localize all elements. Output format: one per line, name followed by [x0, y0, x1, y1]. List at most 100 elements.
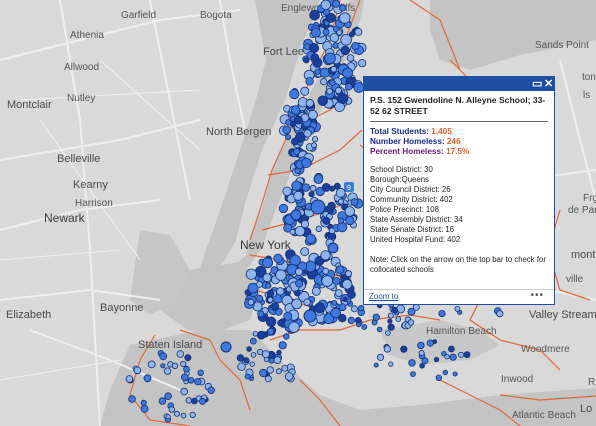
school-marker[interactable]: [180, 412, 187, 419]
school-marker[interactable]: [143, 374, 152, 383]
school-marker[interactable]: [387, 318, 393, 324]
school-marker[interactable]: [496, 310, 504, 318]
school-marker[interactable]: [278, 341, 287, 350]
school-marker[interactable]: [309, 43, 320, 54]
school-marker[interactable]: [198, 397, 206, 405]
school-marker[interactable]: [458, 351, 465, 358]
school-marker[interactable]: [284, 372, 294, 381]
school-marker[interactable]: [327, 242, 339, 254]
school-marker[interactable]: [273, 356, 282, 365]
school-marker[interactable]: [164, 392, 172, 401]
school-marker[interactable]: [325, 12, 336, 23]
school-marker[interactable]: [295, 267, 304, 276]
school-marker[interactable]: [290, 209, 302, 221]
school-marker[interactable]: [160, 363, 166, 369]
school-marker[interactable]: [400, 345, 408, 353]
school-marker[interactable]: [441, 351, 447, 357]
maximize-icon[interactable]: ▭: [532, 78, 543, 90]
school-marker[interactable]: [249, 337, 257, 345]
school-marker[interactable]: [388, 361, 394, 367]
school-marker[interactable]: [336, 29, 343, 36]
school-marker[interactable]: [334, 289, 343, 298]
school-marker[interactable]: [335, 265, 345, 274]
school-marker[interactable]: [334, 87, 342, 95]
school-marker[interactable]: [310, 27, 321, 38]
school-marker[interactable]: [435, 374, 442, 381]
school-marker[interactable]: [330, 65, 338, 73]
school-marker[interactable]: [320, 250, 331, 261]
school-marker[interactable]: [408, 359, 416, 367]
school-marker[interactable]: [337, 198, 344, 205]
school-marker[interactable]: [336, 221, 348, 233]
school-marker[interactable]: [181, 373, 189, 382]
school-marker[interactable]: [426, 339, 434, 347]
school-marker[interactable]: [294, 225, 306, 237]
school-marker[interactable]: [185, 397, 192, 404]
school-marker[interactable]: [285, 119, 292, 126]
school-marker[interactable]: [308, 191, 315, 198]
school-marker[interactable]: [338, 303, 347, 312]
school-marker[interactable]: [358, 59, 367, 68]
school-marker[interactable]: [332, 0, 341, 8]
school-marker[interactable]: [270, 266, 279, 274]
school-marker[interactable]: [300, 86, 310, 96]
school-marker[interactable]: [256, 280, 263, 288]
school-marker[interactable]: [281, 364, 289, 372]
school-marker[interactable]: [339, 4, 347, 12]
school-marker[interactable]: [421, 357, 429, 365]
school-marker[interactable]: [410, 371, 416, 378]
school-marker[interactable]: [140, 399, 147, 406]
school-marker[interactable]: [194, 378, 202, 386]
school-marker[interactable]: [442, 369, 448, 376]
school-marker[interactable]: [322, 216, 331, 225]
school-marker[interactable]: [372, 313, 380, 321]
school-marker[interactable]: [283, 333, 290, 340]
school-marker[interactable]: [376, 326, 383, 333]
school-marker[interactable]: [277, 319, 285, 327]
school-marker[interactable]: [395, 316, 402, 323]
school-marker[interactable]: [171, 362, 179, 369]
school-marker[interactable]: [282, 125, 292, 135]
school-marker[interactable]: [315, 225, 322, 232]
school-marker[interactable]: [310, 199, 326, 215]
school-marker[interactable]: [407, 319, 415, 326]
school-marker[interactable]: [438, 309, 446, 318]
school-marker[interactable]: [328, 227, 336, 235]
school-marker[interactable]: [324, 52, 336, 65]
school-marker[interactable]: [288, 321, 300, 333]
school-marker[interactable]: [245, 268, 257, 280]
school-marker[interactable]: [391, 306, 399, 314]
school-marker[interactable]: [256, 330, 266, 340]
school-marker[interactable]: [158, 397, 167, 405]
school-marker[interactable]: [291, 298, 303, 310]
school-marker[interactable]: [184, 354, 192, 362]
school-marker[interactable]: [303, 57, 310, 64]
school-marker[interactable]: [140, 404, 149, 413]
school-marker[interactable]: [322, 28, 330, 36]
school-marker[interactable]: [220, 341, 232, 353]
school-marker[interactable]: [339, 12, 351, 24]
school-marker[interactable]: [317, 95, 328, 106]
school-marker[interactable]: [249, 361, 255, 367]
school-marker[interactable]: [412, 303, 420, 311]
school-marker[interactable]: [183, 365, 190, 373]
school-marker[interactable]: [293, 190, 304, 201]
school-marker[interactable]: [176, 350, 185, 358]
school-marker[interactable]: [291, 180, 302, 192]
school-marker[interactable]: [338, 314, 347, 323]
school-marker[interactable]: [303, 309, 317, 323]
school-marker[interactable]: [373, 362, 379, 368]
school-marker[interactable]: [323, 313, 335, 325]
school-marker[interactable]: [452, 371, 458, 377]
school-marker[interactable]: [301, 157, 312, 168]
school-marker[interactable]: [340, 45, 351, 56]
school-marker[interactable]: [311, 136, 319, 143]
school-marker[interactable]: [354, 27, 363, 36]
school-marker[interactable]: [344, 206, 356, 217]
school-marker[interactable]: [327, 201, 336, 211]
school-marker[interactable]: [387, 312, 394, 319]
school-marker[interactable]: [331, 299, 338, 306]
school-marker[interactable]: [290, 105, 301, 115]
school-marker[interactable]: [326, 88, 333, 95]
school-marker[interactable]: [289, 228, 296, 235]
